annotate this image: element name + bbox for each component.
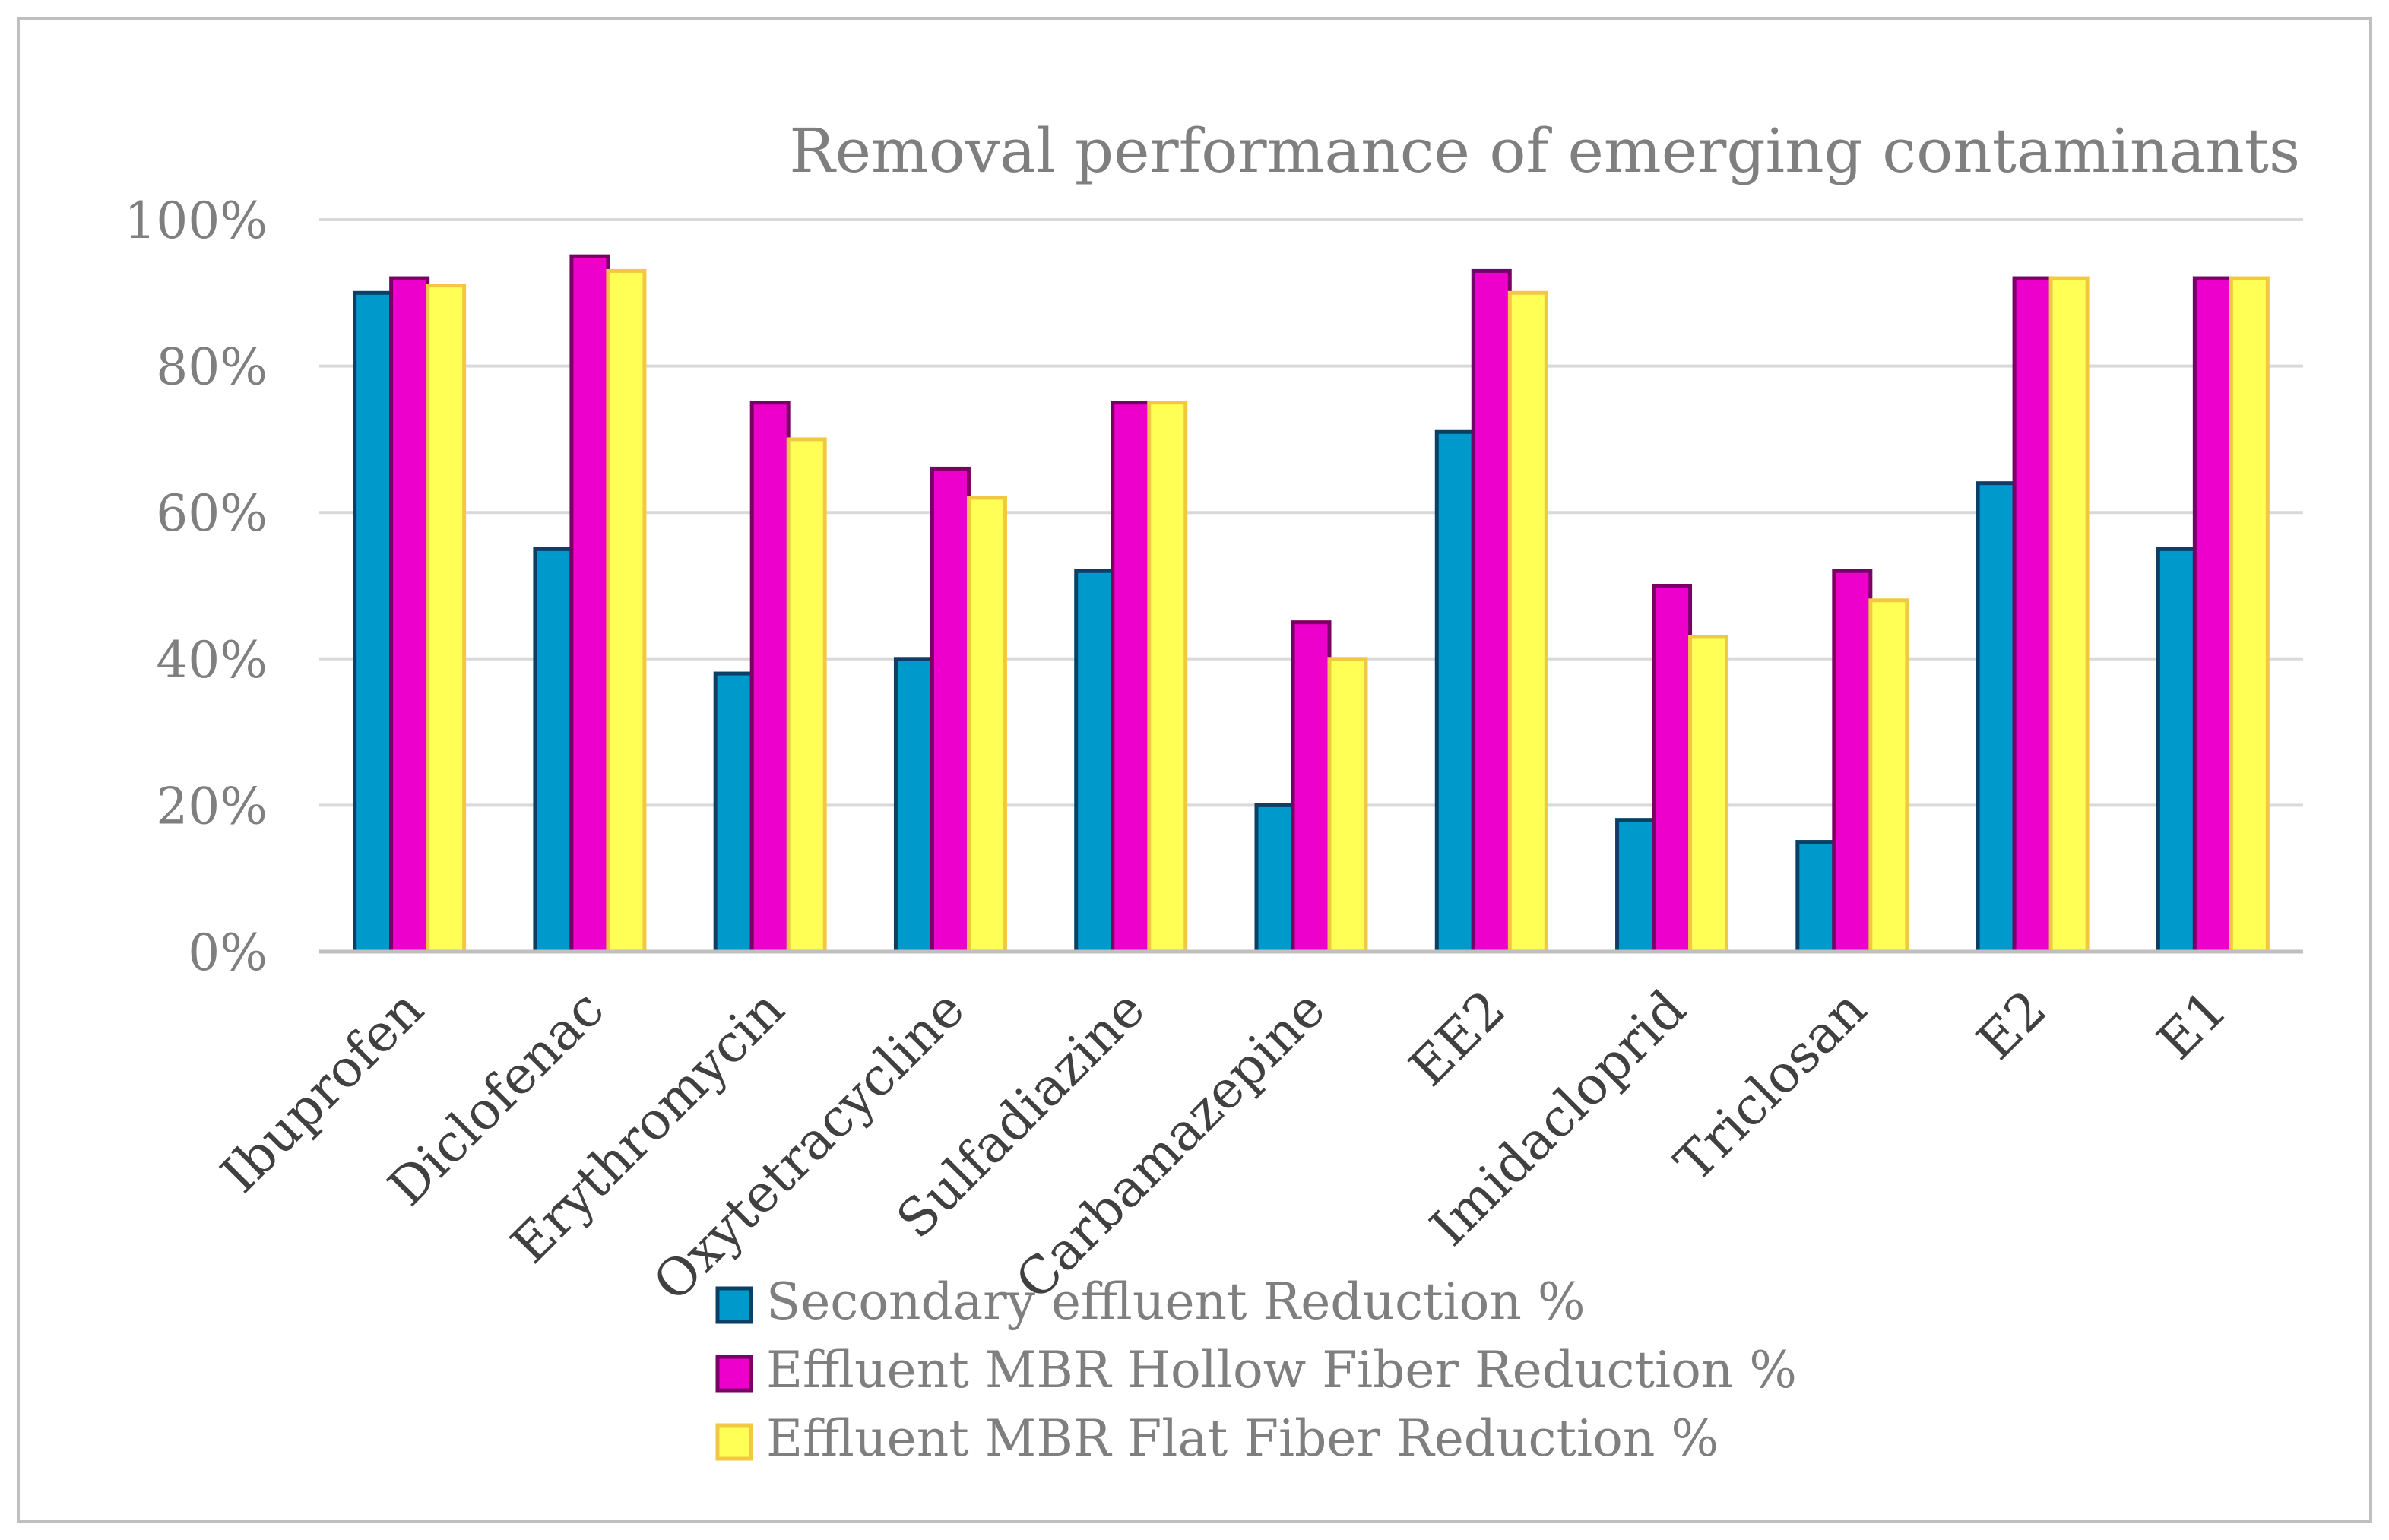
legend-swatch-3 [715,1423,753,1461]
bar-erythromycin-series-1 [713,671,754,954]
bar-erythromycin-series-2 [749,401,791,954]
y-tick-label: 20% [156,777,268,835]
bar-e1-series-3 [2229,276,2270,954]
legend-label-1: Secondary effluent Reduction % [766,1272,1586,1331]
bar-carbamazepine-series-2 [1291,620,1332,954]
bar-diclofenac-series-1 [533,547,574,954]
bar-imidacloprid-series-3 [1688,635,1729,954]
legend-swatch-1 [715,1286,753,1324]
bar-sulfadiazine-series-3 [1147,401,1188,954]
y-tick-label: 80% [156,338,268,397]
bar-e2-series-1 [1976,481,2017,954]
bar-oxytetracycline-series-1 [893,657,934,954]
bar-e1-series-1 [2156,547,2197,954]
bar-ee2-series-2 [1471,268,1512,954]
bar-ibuprofen-series-1 [353,290,394,954]
bar-e2-series-3 [2048,276,2090,954]
y-tick-label: 60% [156,484,268,543]
bar-ee2-series-3 [1507,290,1548,954]
legend-swatch-2 [715,1355,753,1393]
y-tick-label: 0% [188,924,268,982]
bar-e2-series-2 [2012,276,2053,954]
bar-ibuprofen-series-3 [426,284,467,954]
legend: Secondary effluent Reduction % Effluent M… [715,1272,1797,1468]
bar-oxytetracycline-series-3 [966,496,1007,954]
y-tick-label: 100% [124,192,268,250]
bar-imidacloprid-series-1 [1615,818,1656,954]
bar-carbamazepine-series-3 [1327,657,1368,954]
legend-label-3: Effluent MBR Flat Fiber Reduction % [766,1409,1719,1468]
bar-e1-series-2 [2192,276,2233,954]
y-tick-label: 40% [156,631,268,689]
bar-diclofenac-series-3 [606,268,647,954]
bar-triclosan-series-3 [1868,598,1909,954]
bar-oxytetracycline-series-2 [930,466,971,954]
chart-title: Removal performance of emerging contamin… [789,116,2300,186]
bar-diclofenac-series-2 [569,254,610,954]
bar-erythromycin-series-3 [786,437,827,954]
bar-ee2-series-1 [1434,429,1475,954]
bar-imidacloprid-series-2 [1652,584,1693,954]
bar-ibuprofen-series-2 [389,276,430,954]
y-axis-tick-labels: 0% 20% 40% 60% 80% 100% [124,192,268,982]
bar-carbamazepine-series-1 [1254,803,1295,954]
legend-label-2: Effluent MBR Hollow Fiber Reduction % [766,1341,1797,1399]
bar-triclosan-series-1 [1795,840,1836,954]
bar-sulfadiazine-series-1 [1074,569,1115,954]
bar-sulfadiazine-series-2 [1111,401,1152,954]
bar-triclosan-series-2 [1832,569,1873,954]
